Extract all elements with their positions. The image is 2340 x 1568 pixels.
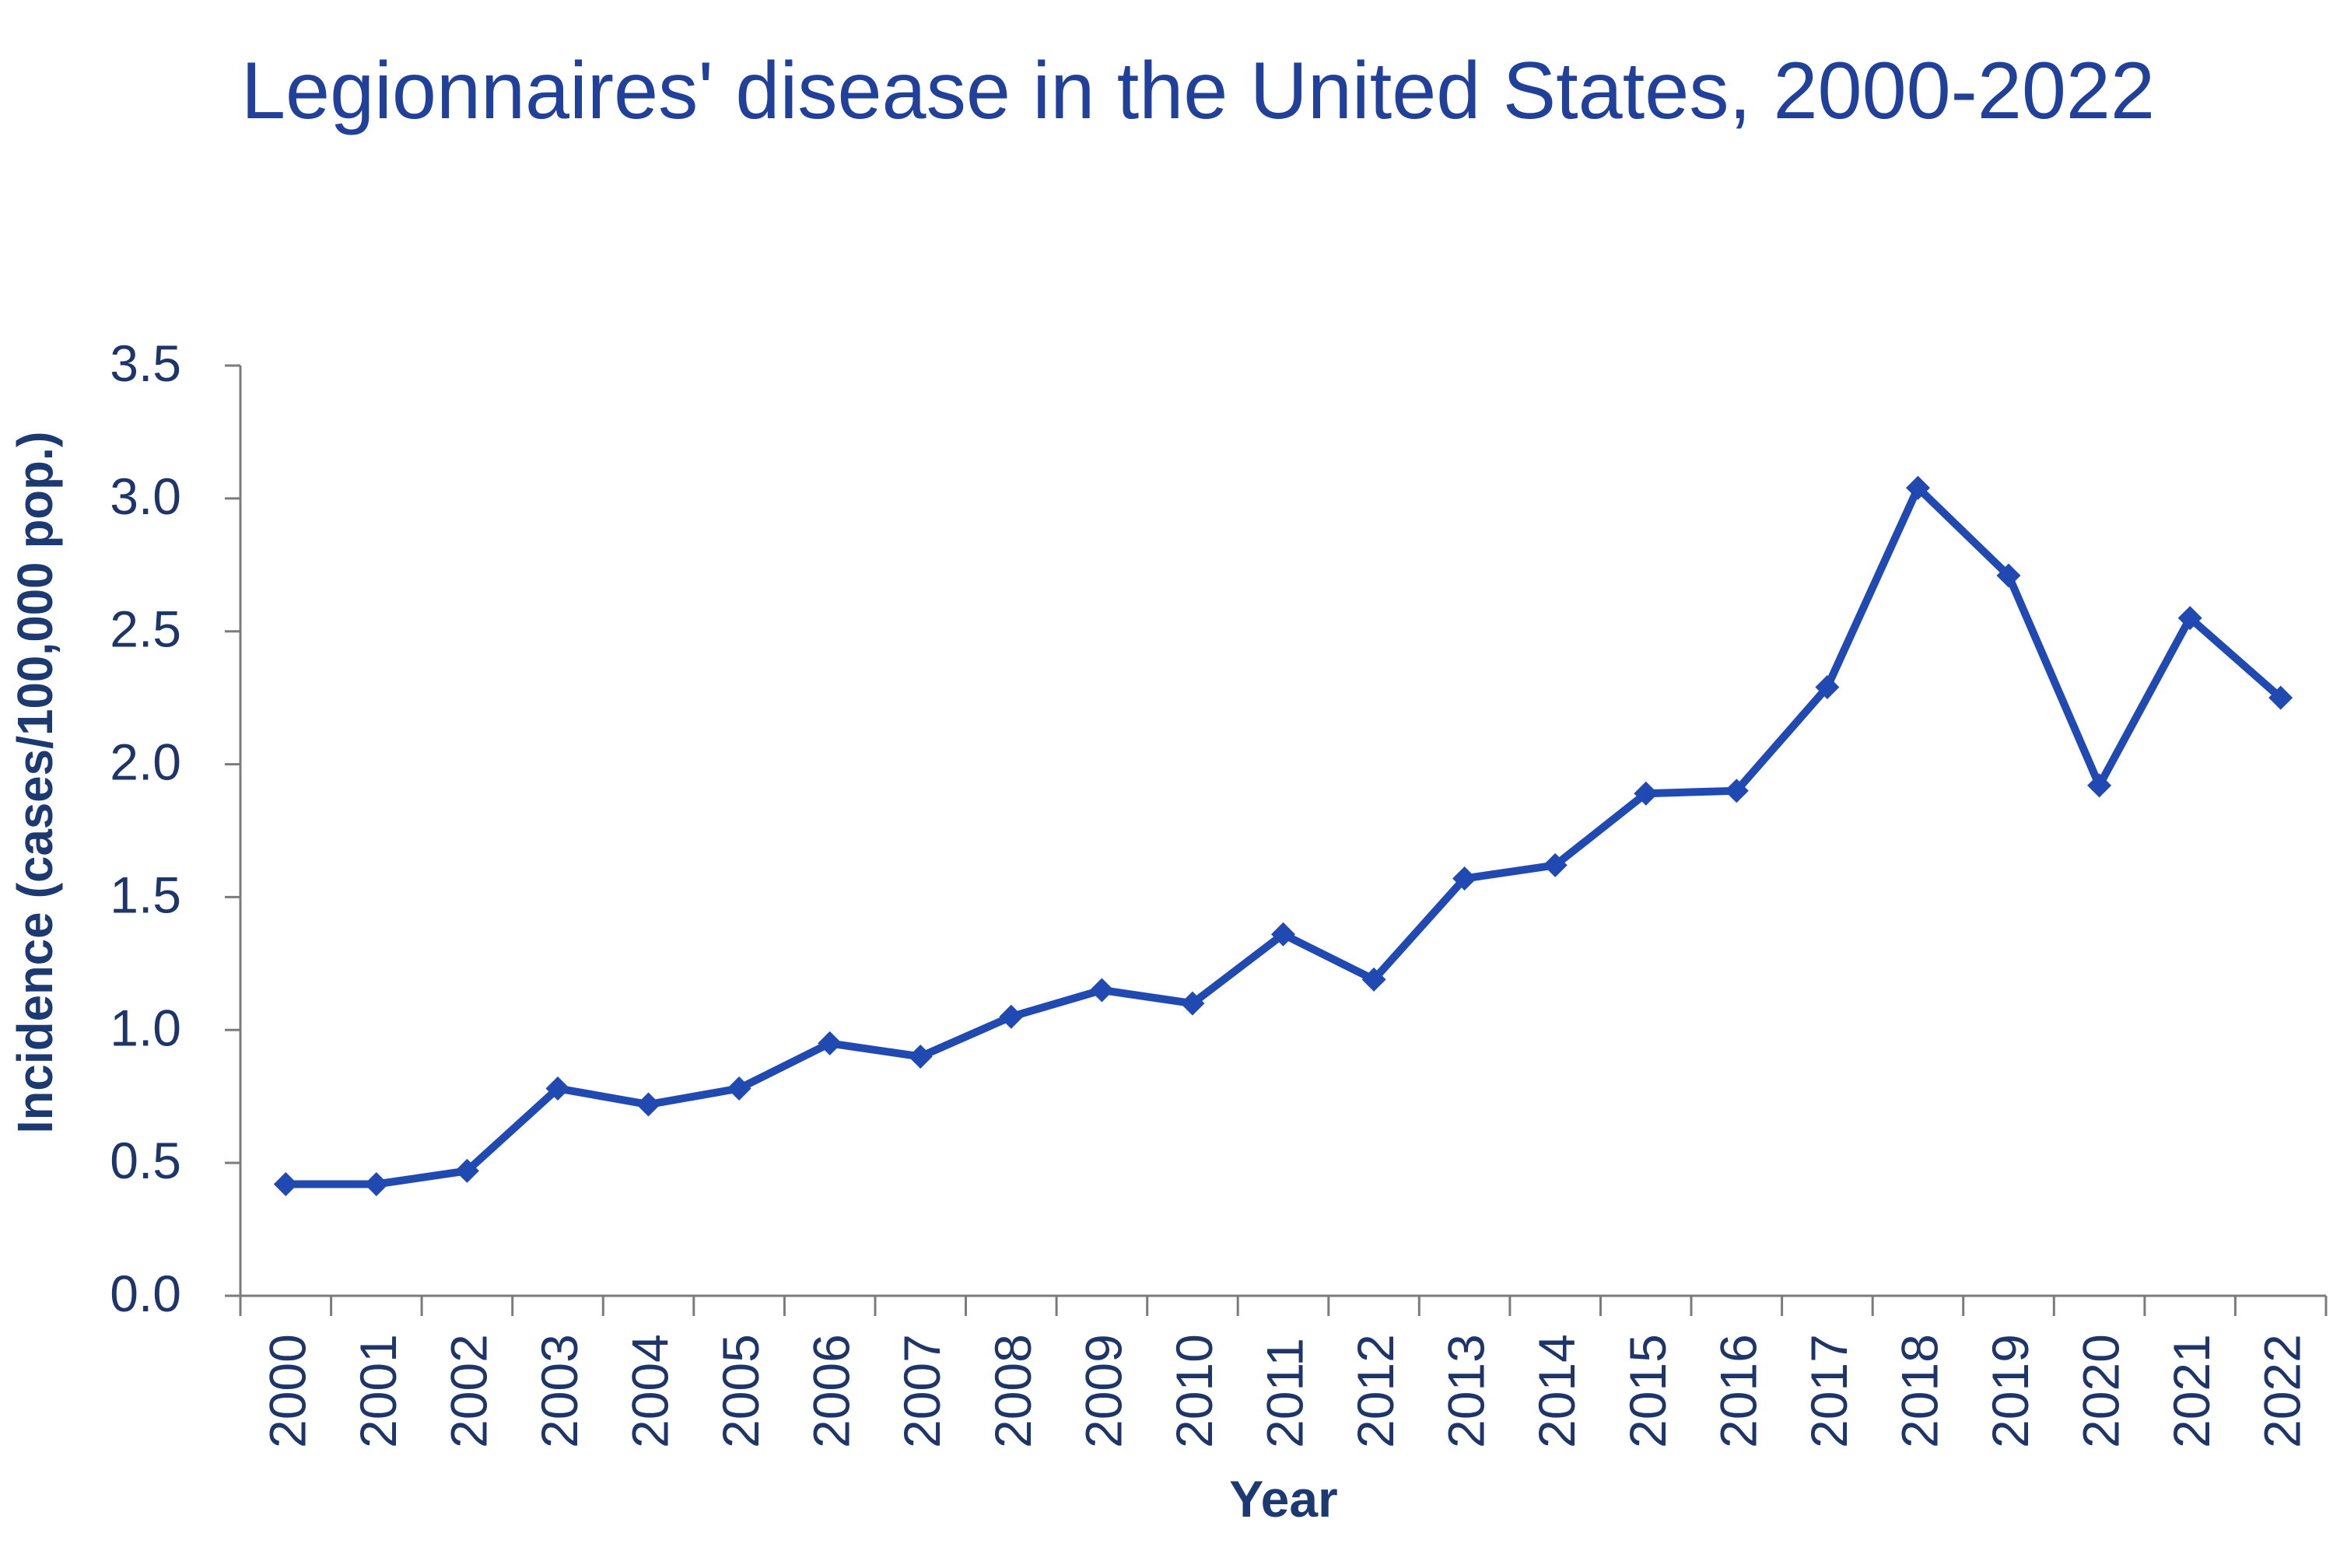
svg-text:1.5: 1.5	[110, 866, 181, 923]
svg-text:2006: 2006	[803, 1334, 860, 1448]
svg-text:2000: 2000	[258, 1334, 316, 1448]
svg-text:2005: 2005	[712, 1334, 769, 1448]
svg-text:2009: 2009	[1074, 1334, 1132, 1448]
svg-text:2003: 2003	[531, 1334, 588, 1448]
svg-text:2015: 2015	[1619, 1334, 1676, 1448]
svg-text:3.0: 3.0	[110, 467, 181, 525]
svg-text:2017: 2017	[1800, 1334, 1858, 1448]
svg-text:2010: 2010	[1165, 1334, 1223, 1448]
svg-text:2004: 2004	[622, 1334, 679, 1448]
svg-text:2020: 2020	[2072, 1334, 2130, 1448]
svg-text:2.5: 2.5	[110, 600, 181, 658]
svg-text:2014: 2014	[1528, 1334, 1585, 1448]
svg-text:2022: 2022	[2254, 1334, 2311, 1448]
svg-text:2018: 2018	[1891, 1334, 1949, 1448]
svg-text:2019: 2019	[1981, 1334, 2039, 1448]
svg-text:Legionnaires' disease in the U: Legionnaires' disease in the United Stat…	[241, 46, 2155, 136]
svg-text:2.0: 2.0	[110, 733, 181, 791]
svg-text:2012: 2012	[1347, 1334, 1404, 1448]
svg-text:1.0: 1.0	[110, 999, 181, 1056]
svg-text:0.5: 0.5	[110, 1132, 181, 1189]
svg-text:2001: 2001	[349, 1334, 407, 1448]
svg-text:2016: 2016	[1709, 1334, 1767, 1448]
svg-text:2021: 2021	[2163, 1334, 2220, 1448]
svg-text:Incidence (cases/100,000 pop.): Incidence (cases/100,000 pop.)	[7, 432, 63, 1134]
svg-text:2007: 2007	[893, 1334, 951, 1448]
svg-text:2008: 2008	[984, 1334, 1042, 1448]
svg-text:2002: 2002	[440, 1334, 497, 1448]
svg-text:Year: Year	[1229, 1470, 1337, 1528]
svg-text:2011: 2011	[1256, 1338, 1314, 1448]
svg-text:2013: 2013	[1438, 1334, 1495, 1448]
svg-text:3.5: 3.5	[110, 334, 181, 392]
svg-text:0.0: 0.0	[110, 1265, 181, 1322]
